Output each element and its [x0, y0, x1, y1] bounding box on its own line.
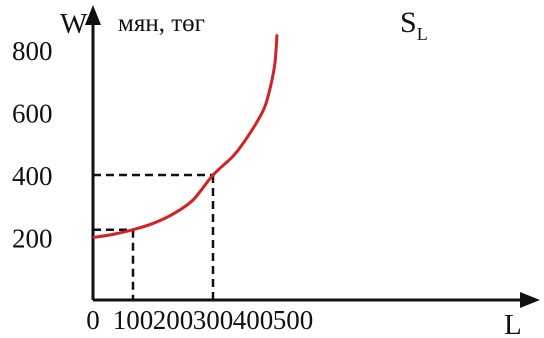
supply-curve-group: [92, 34, 279, 239]
x-axis-arrow: [520, 292, 540, 308]
x-tick-label: 0: [86, 305, 100, 335]
y-axis-arrow: [85, 5, 101, 25]
x-axis-title: L: [504, 309, 522, 338]
y-tick-label: 800: [12, 36, 53, 66]
x-tick-label: 200: [153, 305, 194, 335]
series-label-subscript: L: [417, 24, 428, 44]
series-label-name: S: [400, 6, 417, 39]
y-tick-label: 600: [12, 99, 53, 129]
x-tick-label: 400: [233, 305, 274, 335]
x-tick-label: 500: [273, 305, 314, 335]
y-axis-title: W: [60, 8, 88, 40]
y-axis-unit: мян, төг: [118, 10, 205, 37]
x-tick-label: 100: [113, 305, 154, 335]
reference-lines: [93, 173, 215, 300]
axes: [85, 5, 540, 308]
x-tick-label: 300: [193, 305, 234, 335]
supply-curve: [92, 34, 279, 239]
y-tick-label: 200: [12, 224, 53, 254]
series-label: SL: [400, 6, 428, 44]
y-tick-label: 400: [12, 161, 53, 191]
